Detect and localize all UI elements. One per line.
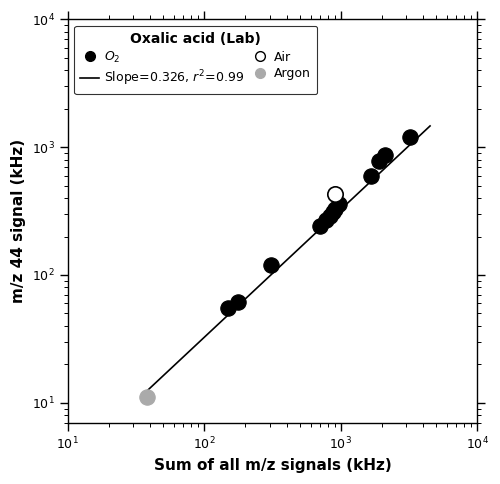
Point	[234, 298, 241, 305]
Point	[366, 173, 374, 181]
Point	[143, 393, 151, 401]
Legend: $O_2$, Slope=0.326, $r^2$=0.99, Air, Argon: $O_2$, Slope=0.326, $r^2$=0.99, Air, Arg…	[74, 26, 318, 94]
Point	[381, 151, 389, 159]
X-axis label: Sum of all m/z signals (kHz): Sum of all m/z signals (kHz)	[154, 458, 392, 473]
Point	[326, 212, 334, 220]
Point	[375, 157, 383, 165]
Point	[330, 205, 338, 212]
Point	[330, 190, 338, 198]
Point	[224, 304, 232, 312]
Y-axis label: m/z 44 signal (kHz): m/z 44 signal (kHz)	[11, 139, 26, 303]
Point	[322, 216, 330, 224]
Point	[316, 223, 324, 230]
Point	[406, 133, 414, 141]
Point	[335, 200, 343, 208]
Point	[328, 208, 336, 216]
Point	[268, 261, 276, 269]
